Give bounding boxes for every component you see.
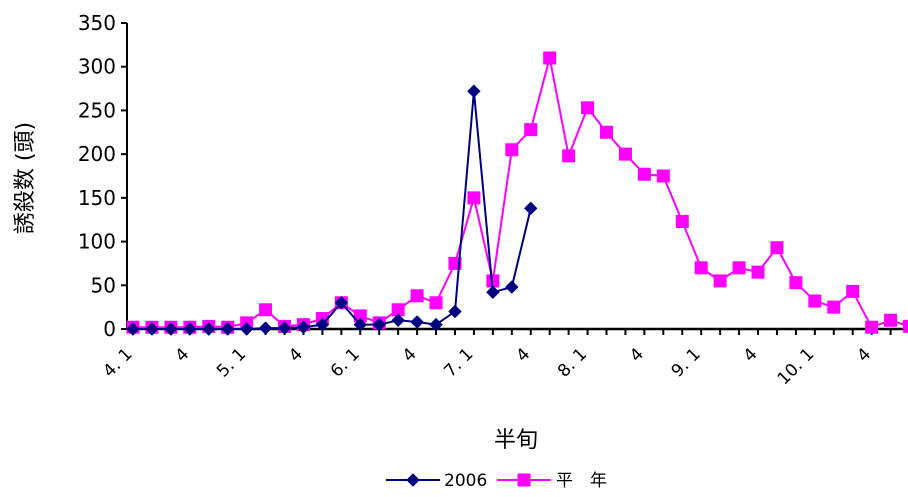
x-axis: 4. 1 4 5. 1 4 6. 1 4 7. 1 4 8. 1 4 9. 1 4 10. 1 4 <box>99 327 908 389</box>
data-point <box>543 51 557 65</box>
data-point <box>694 261 708 275</box>
data-point <box>126 322 140 336</box>
legend-item: 2006 <box>386 471 487 491</box>
x-tick-label: 4 <box>172 344 194 366</box>
legend-label: 2006 <box>444 471 487 491</box>
data-point <box>656 169 670 183</box>
data-point <box>296 320 311 334</box>
x-axis-title: 半旬 <box>494 428 538 453</box>
data-point <box>410 289 424 303</box>
data-point <box>637 167 651 181</box>
data-point <box>202 322 216 336</box>
data-point <box>600 125 613 139</box>
x-tick-label: 4 <box>399 344 421 366</box>
data-point <box>239 322 254 336</box>
y-tick-label: 100 <box>78 230 116 254</box>
y-tick-label: 300 <box>78 55 116 79</box>
series-line <box>133 91 532 330</box>
data-point <box>675 214 689 228</box>
data-point <box>467 84 481 98</box>
data-point <box>429 317 443 332</box>
data-point <box>903 319 908 333</box>
x-tick-label: 10. 1 <box>774 344 819 389</box>
data-point <box>732 261 746 275</box>
data-point <box>524 123 538 137</box>
data-point <box>353 317 367 332</box>
x-tick-label: 7. 1 <box>440 344 477 381</box>
y-tick-label: 0 <box>103 317 116 341</box>
series-2006 <box>126 84 538 336</box>
x-tick-label: 9. 1 <box>668 344 705 381</box>
legend: 2006 平 年 <box>386 471 607 491</box>
data-point <box>429 296 443 310</box>
y-tick-label: 50 <box>91 273 116 297</box>
data-point <box>372 317 386 332</box>
data-point <box>884 313 898 327</box>
data-point <box>505 143 519 157</box>
x-tick-label: 4. 1 <box>99 344 136 381</box>
x-tick-label: 5. 1 <box>213 344 250 381</box>
x-tick-label: 4 <box>626 344 648 366</box>
legend-label: 平 年 <box>556 471 607 491</box>
data-point <box>827 300 841 314</box>
data-point <box>220 322 235 336</box>
data-point <box>789 276 803 290</box>
y-tick-label: 200 <box>78 142 116 166</box>
data-point <box>808 294 822 308</box>
y-tick-label: 350 <box>78 11 116 35</box>
data-point <box>524 201 538 216</box>
y-axis: 0 50 100 150 200 250 300 350 <box>78 11 128 341</box>
data-point <box>486 285 500 299</box>
data-point <box>315 317 330 332</box>
data-point <box>410 315 424 329</box>
y-tick-label: 250 <box>78 98 116 122</box>
data-point <box>467 191 481 205</box>
legend-marker <box>517 473 531 487</box>
data-point <box>448 304 462 319</box>
x-tick-label: 4 <box>853 344 875 366</box>
legend-marker <box>406 473 420 487</box>
data-point <box>391 313 405 327</box>
data-point <box>562 149 576 163</box>
data-point <box>145 322 159 336</box>
data-point <box>259 303 273 317</box>
legend-item: 平 年 <box>497 471 607 491</box>
series-heinen <box>126 51 908 334</box>
x-tick-label: 4 <box>512 344 534 366</box>
data-point <box>770 241 784 255</box>
data-point <box>183 322 197 336</box>
x-tick-label: 8. 1 <box>554 344 591 381</box>
x-tick-label: 4 <box>285 344 307 366</box>
x-tick-label: 4 <box>740 344 762 366</box>
x-tick-label: 6. 1 <box>327 344 364 381</box>
y-axis-title: 誘殺数 (頭) <box>13 122 38 234</box>
y-tick-label: 150 <box>78 186 116 210</box>
data-point <box>164 322 178 336</box>
data-point <box>846 284 860 298</box>
series-layer <box>126 51 908 336</box>
data-point <box>277 321 292 335</box>
data-point <box>713 274 727 288</box>
data-point <box>334 296 349 310</box>
data-point <box>618 147 632 161</box>
data-point <box>258 321 273 335</box>
data-point <box>505 280 519 294</box>
data-point <box>581 101 595 115</box>
data-point <box>751 265 765 279</box>
data-point <box>865 320 879 334</box>
